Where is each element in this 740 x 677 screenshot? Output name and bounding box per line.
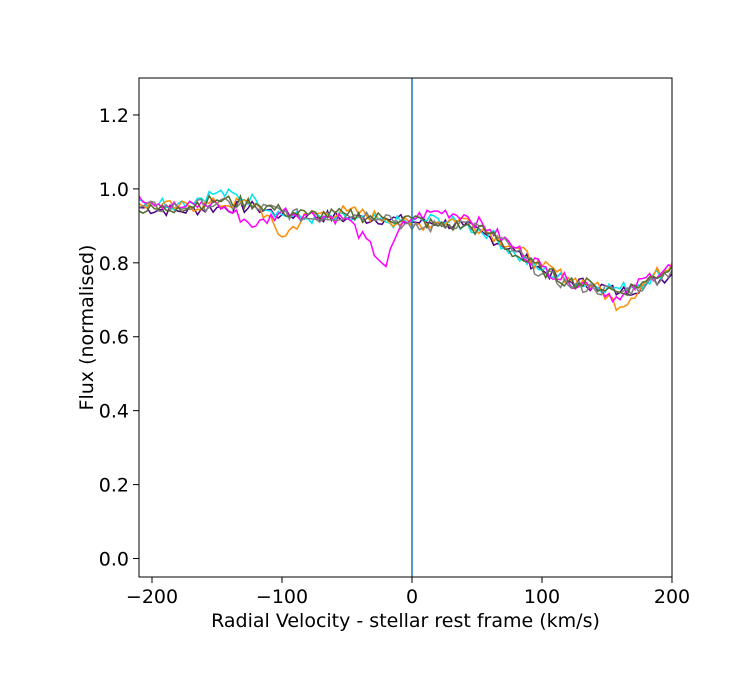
y-tick-label: 0.4	[99, 401, 129, 423]
series-line-6	[138, 193, 673, 297]
y-tick-label: 1.2	[99, 105, 129, 127]
plot-frame	[138, 77, 673, 578]
series-line-3	[138, 196, 673, 312]
series-line-5	[138, 197, 673, 297]
y-axis: 0.0 0.2 0.4 0.6 0.8 1.0 1.2	[99, 105, 139, 571]
x-tick-label: 100	[524, 586, 560, 608]
series-line-1	[138, 200, 673, 296]
y-tick-label: 0.2	[99, 475, 129, 497]
y-tick-label: 0.0	[99, 549, 129, 571]
x-axis-label: Radial Velocity - stellar rest frame (km…	[211, 610, 600, 632]
x-tick-label: −200	[126, 586, 178, 608]
y-axis-label: Flux (normalised)	[76, 245, 98, 411]
x-tick-label: −100	[256, 586, 308, 608]
y-tick-label: 0.6	[99, 327, 129, 349]
x-tick-label: 200	[654, 586, 690, 608]
y-tick-label: 1.0	[99, 179, 129, 201]
y-tick-label: 0.8	[99, 253, 129, 275]
series-lines	[138, 188, 673, 312]
x-axis: −200 −100 0 100 200	[126, 577, 690, 608]
x-tick-label: 0	[406, 586, 418, 608]
